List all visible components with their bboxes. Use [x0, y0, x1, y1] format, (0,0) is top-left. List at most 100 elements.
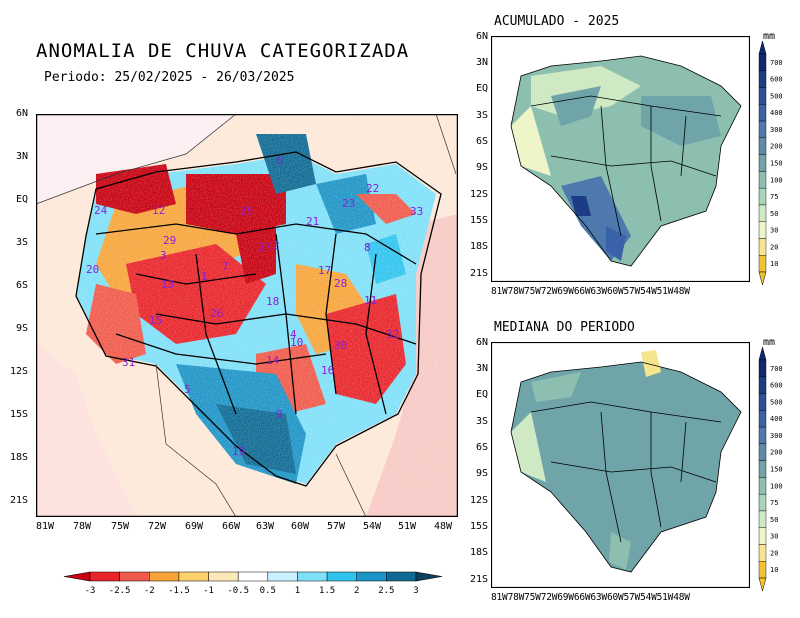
colorbar-tick-label: 400	[770, 109, 783, 117]
lon-tick: 57W	[623, 592, 641, 603]
basin-label: 27	[258, 241, 271, 254]
main-lat-tick: 3N	[16, 151, 29, 162]
colorbar-tick-label: 150	[770, 160, 783, 168]
colorbar-tick-label: 300	[770, 126, 783, 134]
basin-label: 25	[240, 205, 253, 218]
basin-label: 10	[290, 336, 303, 349]
colorbar-tick-label: 50	[770, 516, 778, 524]
lon-tick: 51W	[656, 286, 674, 297]
main-lat-tick: 15S	[10, 409, 29, 420]
main-lon-tick: 75W	[111, 521, 130, 532]
colorbar-tick-labels: -3 -2.5 -2 -1.5 -1 -0.5 0.5 1 1.5 2 2.5 3	[85, 586, 419, 596]
basin-label: 14	[266, 354, 280, 367]
colorbar-tick-label: 20	[770, 243, 778, 251]
lon-tick: 69W	[557, 592, 574, 603]
main-lat-tick: 18S	[10, 452, 29, 463]
median-map	[491, 342, 750, 588]
basin-label: 32	[386, 328, 399, 341]
colorbar-segment	[758, 221, 767, 239]
accumulated-colorbar: 700 600 500 400 300 200 150 100 75 50 30 20 10	[758, 40, 783, 286]
main-lon-tick: 57W	[327, 521, 346, 532]
lon-tick: 81W	[491, 592, 508, 603]
main-lon-tick: 51W	[398, 521, 417, 532]
colorbar-tick-label: 2	[354, 586, 359, 596]
accumulated-lon-axis: 81W78W75W72W69W66W63W60W57W54W51W48W	[491, 286, 690, 297]
colorbar-segment	[237, 571, 269, 582]
lon-tick: 60W	[606, 286, 624, 297]
colorbar-tick-label: 100	[770, 482, 783, 490]
lon-tick: 60W	[606, 592, 624, 603]
colorbar-tick-label: 500	[770, 398, 783, 406]
main-lon-tick: 63W	[256, 521, 275, 532]
lat-tick: 6S	[476, 136, 489, 147]
colorbar-tick-label: 75	[770, 499, 778, 507]
colorbar-tick-label: 50	[770, 210, 778, 218]
main-lon-tick: 72W	[148, 521, 167, 532]
basin-label: 3	[160, 249, 167, 262]
colorbar-segment	[758, 87, 767, 105]
colorbar-segment	[758, 187, 767, 206]
basin-label: 8	[364, 241, 371, 254]
colorbar-segment	[758, 561, 767, 579]
colorbar-tick-label: 1.5	[319, 586, 335, 596]
basin-label: 1	[201, 270, 208, 283]
period-label: Periodo: 25/02/2025 - 26/03/2025	[44, 70, 295, 85]
colorbar-segment	[297, 571, 328, 582]
median-basin-outlines	[510, 361, 742, 573]
colorbar-segment	[758, 70, 767, 88]
lat-tick: 21S	[470, 268, 489, 279]
colorbar-arrow-low	[758, 577, 767, 592]
lat-tick: 6S	[476, 442, 489, 453]
lat-tick: 3N	[476, 57, 489, 68]
basin-label: 13	[161, 278, 174, 291]
colorbar-tick-label: 500	[770, 92, 783, 100]
colorbar-segment	[758, 493, 767, 512]
colorbar-tick-label: 200	[770, 449, 783, 457]
colorbar-tick-labels: 700 600 500 400 300 200 150 100 75 50 30 20 10	[770, 365, 783, 574]
colorbar-segment	[208, 571, 239, 582]
colorbar-segment	[758, 53, 767, 71]
colorbar-segment	[267, 571, 298, 582]
lat-tick: 3N	[476, 363, 489, 374]
basin-label: 16	[321, 364, 334, 377]
colorbar-tick-label: 2.5	[378, 586, 394, 596]
basin-number-labels: 1 2 3 4 5 6 7 8 9 10 11 12 13 14 15 16 1…	[86, 154, 423, 458]
lon-tick: 78W	[507, 286, 525, 297]
colorbar-tick-label: 150	[770, 466, 783, 474]
median-colorbar: 700 600 500 400 300 200 150 100 75 50 30 20 10	[758, 346, 783, 592]
colorbar-tick-labels: 700 600 500 400 300 200 150 100 75 50 30 20 10	[770, 59, 783, 268]
colorbar-segment	[758, 171, 767, 189]
colorbar-tick-label: 75	[770, 193, 778, 201]
colorbar-segment	[758, 376, 767, 394]
lat-tick: 6N	[476, 337, 489, 348]
colorbar-tick-label: 3	[413, 586, 418, 596]
lat-tick: 21S	[470, 574, 489, 585]
basin-label: 6	[276, 154, 283, 167]
median-lon-axis: 81W78W75W72W69W66W63W60W57W54W51W48W	[491, 592, 690, 603]
basin-label: 31	[122, 356, 135, 369]
colorbar-tick-label: -1.5	[168, 586, 190, 596]
colorbar-segment	[758, 443, 767, 461]
colorbar-tick-label: 30	[770, 227, 778, 235]
colorbar-tick-label: 600	[770, 76, 783, 84]
colorbar-tick-label: 100	[770, 176, 783, 184]
colorbar-tick-label: -2	[144, 586, 155, 596]
colorbar-segment	[758, 359, 767, 377]
colorbar-segment	[758, 154, 767, 172]
basin-label: 17	[318, 264, 331, 277]
lon-tick: 54W	[640, 286, 657, 297]
basin-label: 22	[366, 182, 379, 195]
main-lon-tick: 54W	[363, 521, 382, 532]
basin-label: 26	[210, 307, 223, 320]
basin-label: 18	[266, 295, 279, 308]
main-lon-tick: 81W	[36, 521, 55, 532]
colorbar-segment	[89, 571, 120, 582]
main-lon-tick: 69W	[185, 521, 204, 532]
colorbar-tick-label: 300	[770, 432, 783, 440]
lon-tick: 78W	[507, 592, 525, 603]
main-lat-tick: 21S	[10, 495, 29, 506]
colorbar-tick-label: 30	[770, 533, 778, 541]
colorbar-arrow-low	[63, 571, 91, 582]
basin-label: 24	[94, 204, 108, 217]
colorbar-segment	[758, 477, 767, 495]
